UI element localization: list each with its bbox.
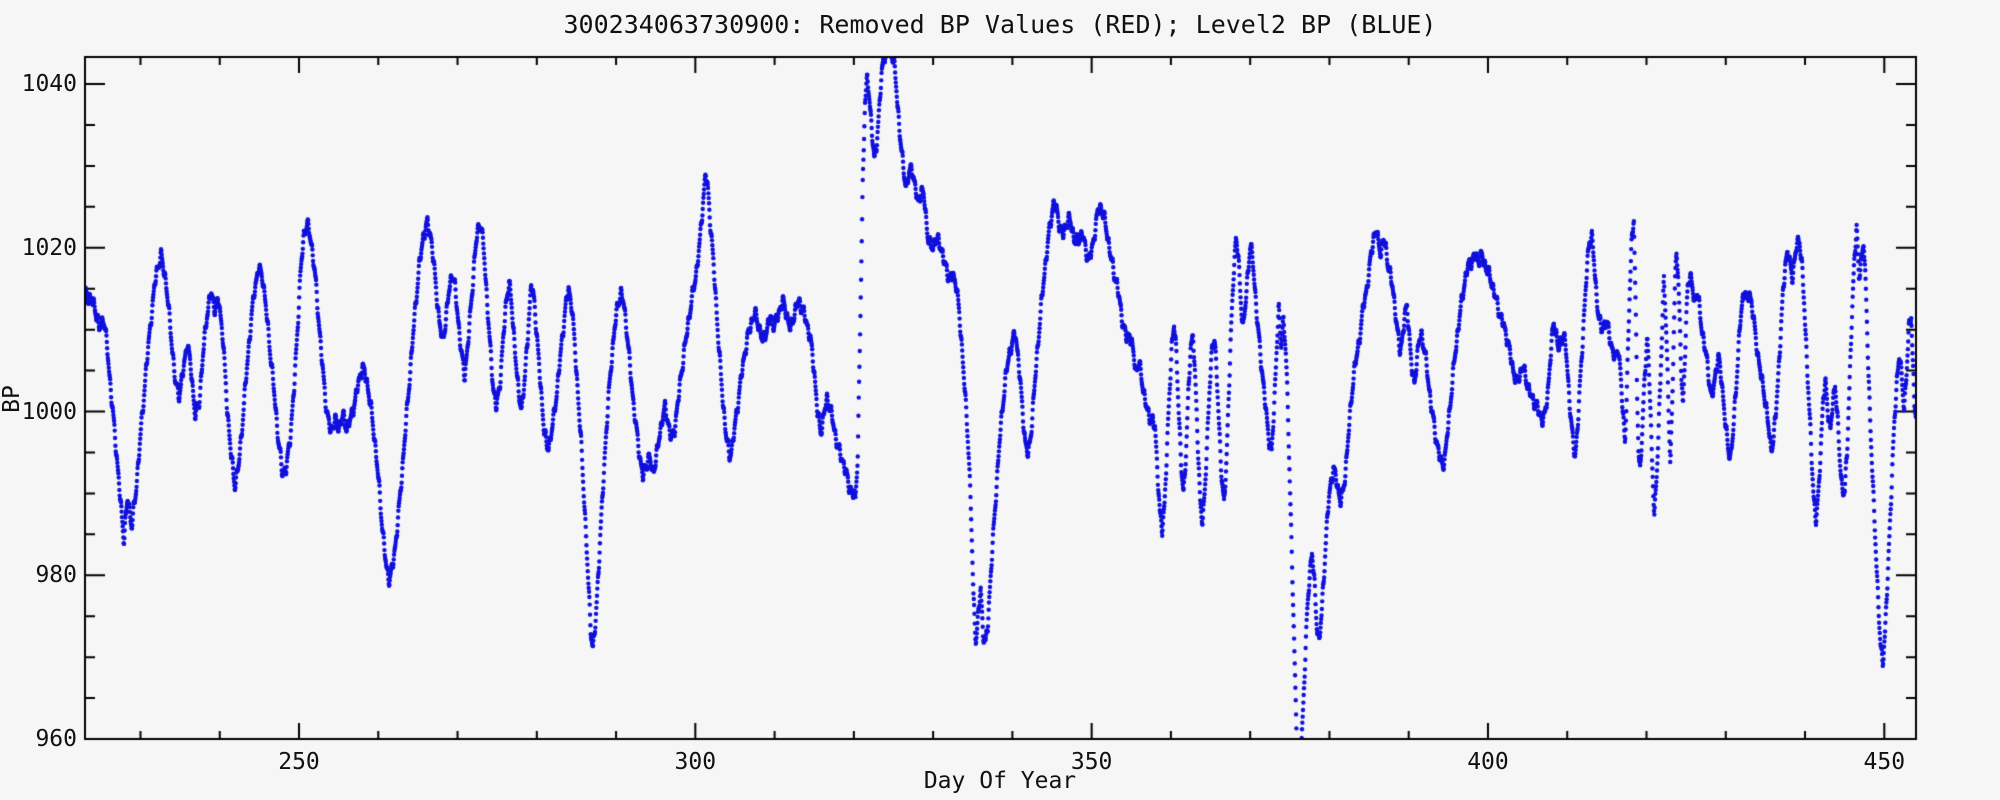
x-tick-label: 300 [674,749,717,775]
x-tick-label: 250 [278,749,320,775]
x-tick-label: 350 [1070,749,1113,775]
x-tick-label: 450 [1863,749,1906,775]
y-tick-label: 980 [35,562,77,589]
y-tick-label: 1020 [21,234,77,261]
x-axis-title: Day Of Year [923,768,1077,794]
x-tick-label: 400 [1467,749,1509,775]
y-tick-label: 1000 [21,398,77,425]
chart-title: 300234063730900: Removed BP Values (RED)… [563,10,1437,39]
y-tick-label: 960 [35,726,77,752]
y-tick-label: 1040 [21,71,77,98]
